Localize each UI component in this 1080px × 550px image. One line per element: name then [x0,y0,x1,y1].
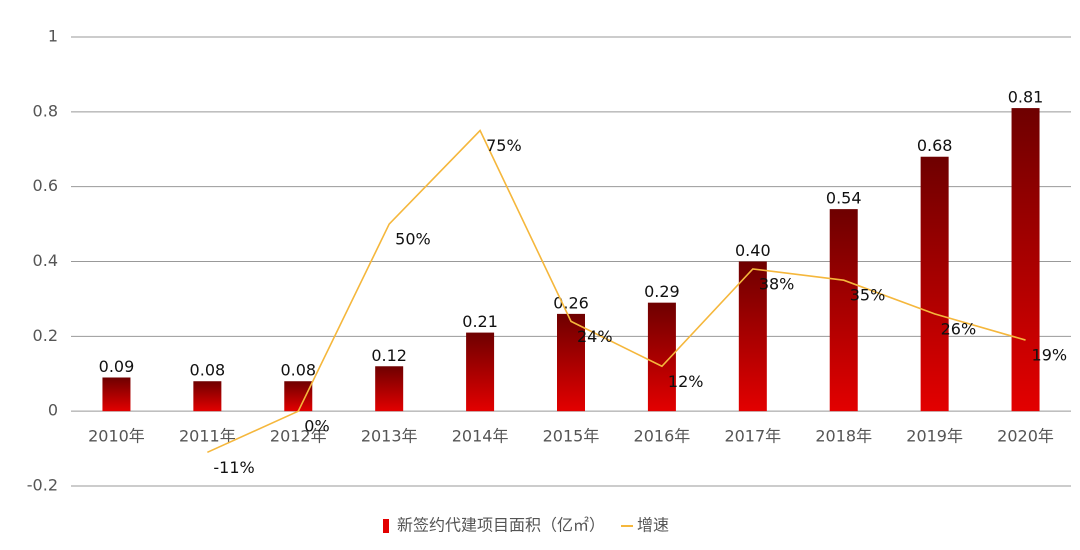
bar-value-label: 0.26 [553,293,589,312]
y-tick-label: 0.2 [33,326,58,345]
line-value-label: 12% [668,372,704,391]
line-value-label: 38% [759,274,795,293]
bar-value-label: 0.68 [917,136,953,155]
line-value-label: 75% [486,136,522,155]
bar-value-label: 0.21 [462,312,498,331]
bar-value-label: 0.08 [190,361,226,380]
bar-value-label: 0.09 [99,357,135,376]
legend: 新签约代建项目面积（亿㎡） 增速 [383,516,669,535]
x-tick-label: 2018年 [815,427,872,446]
line [207,129,1026,454]
bar [1011,108,1040,412]
bar [102,377,131,412]
bar [375,366,404,412]
x-tick-label: 2010年 [88,427,145,446]
legend-swatch [383,519,389,533]
y-tick-label: 1 [48,27,58,46]
bar-value-label: 0.29 [644,282,680,301]
bar [920,156,949,412]
line-value-label: 26% [941,319,977,338]
line-value-label: 19% [1032,346,1068,365]
y-tick-label: 0 [48,401,58,420]
x-tick-label: 2017年 [724,427,781,446]
x-tick-label: 2014年 [452,427,509,446]
y-tick-label: -0.2 [27,476,58,495]
x-tick-label: 2016年 [634,427,691,446]
bar-value-label: 0.54 [826,189,862,208]
x-tick-label: 2011年 [179,427,236,446]
bar-value-label: 0.08 [280,361,316,380]
y-tick-label: 0.8 [33,101,58,120]
x-tick-label: 2020年 [997,427,1054,446]
bar [284,381,313,412]
line-value-label: 35% [850,286,886,305]
line-value-label: 0% [304,417,329,436]
bar [829,209,858,412]
legend-label: 新签约代建项目面积（亿㎡） [397,516,605,535]
bar [193,381,222,412]
bar [557,313,585,412]
bar [738,261,767,412]
x-tick-label: 2015年 [543,427,600,446]
bar-value-label: 0.12 [371,346,407,365]
bar-value-label: 0.40 [735,241,771,260]
bar-value-label: 0.81 [1008,88,1044,107]
line-value-label: 50% [395,230,431,249]
legend-label: 增速 [637,516,669,535]
line-value-label: -11% [213,458,254,477]
y-tick-label: 0.4 [33,251,58,270]
y-tick-label: 0.6 [33,176,58,195]
x-tick-label: 2013年 [361,427,418,446]
line-value-label: 24% [577,327,613,346]
bar [466,332,495,412]
x-tick-label: 2012年 [270,427,327,446]
x-tick-label: 2019年 [906,427,963,446]
